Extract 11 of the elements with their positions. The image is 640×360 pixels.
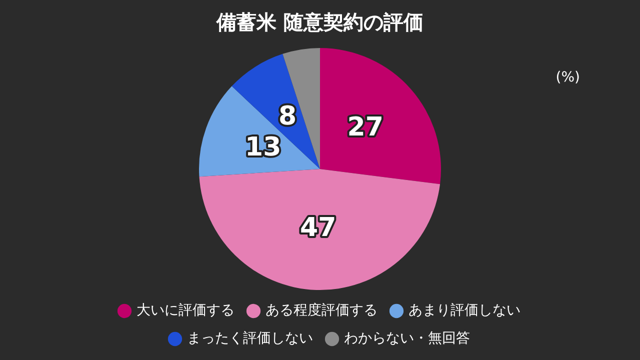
data-label: 13 — [244, 132, 282, 162]
legend-label: わからない・無回答 — [344, 330, 470, 347]
legend-label: まったく評価しない — [187, 330, 313, 347]
chart-title: 備蓄米 随意契約の評価 — [216, 10, 424, 34]
data-label: 27 — [347, 112, 384, 143]
data-label: 47 — [300, 213, 336, 244]
legend-label: あまり評価しない — [408, 302, 520, 319]
data-label: 8 — [278, 102, 297, 132]
text: (%) — [556, 70, 580, 86]
legend-label: ある程度評価する — [266, 302, 378, 319]
legend-label: 大いに評価する — [136, 302, 234, 319]
